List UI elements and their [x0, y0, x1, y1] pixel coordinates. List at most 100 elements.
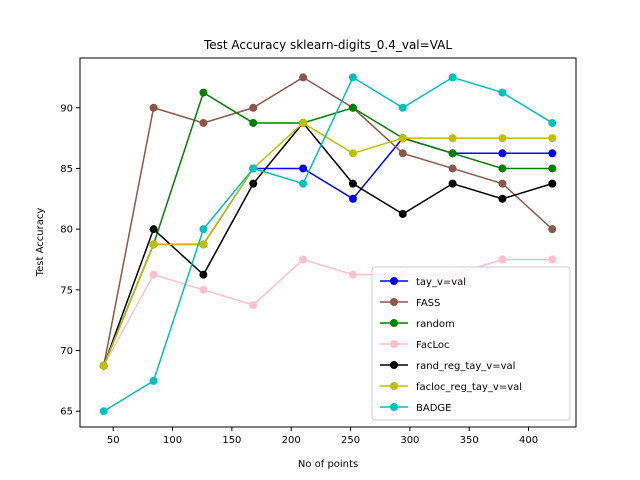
data-point — [548, 134, 557, 143]
data-point — [149, 270, 158, 279]
legend-swatch-marker — [390, 277, 398, 285]
legend-swatch-marker — [390, 361, 398, 369]
legend-swatch-marker — [390, 298, 398, 306]
legend-box — [371, 266, 571, 421]
series-line — [102, 76, 553, 366]
data-point — [348, 179, 357, 188]
data-point — [199, 118, 208, 127]
data-point — [348, 103, 357, 112]
series-line — [103, 122, 553, 366]
data-point — [398, 134, 407, 143]
data-point — [249, 301, 258, 310]
data-point — [149, 240, 158, 249]
legend-item: FacLoc — [380, 340, 449, 351]
y-axis-label: Test Accuracy — [35, 208, 46, 278]
legend-label: FASS — [416, 298, 440, 309]
data-point — [398, 103, 407, 112]
data-point — [498, 164, 507, 173]
legend: tay_v=val FASS random FacLoc rand_reg_tay_v=… — [371, 266, 571, 421]
data-point — [299, 73, 308, 82]
legend-swatch-marker — [390, 340, 398, 348]
series-line — [103, 91, 553, 366]
data-point — [448, 149, 457, 158]
y-tick-label: 75 — [60, 285, 73, 296]
data-point — [299, 164, 308, 173]
legend-label: BADGE — [416, 403, 451, 414]
y-tick-label: 80 — [60, 225, 73, 236]
data-point — [199, 240, 208, 249]
x-tick-label: 300 — [400, 435, 419, 446]
legend-label: tay_v=val — [416, 277, 466, 288]
legend-label: FacLoc — [416, 340, 449, 351]
plot-frame — [79, 57, 577, 428]
legend-item: tay_v=val — [380, 277, 466, 288]
x-tick-label: 350 — [460, 435, 479, 446]
data-point — [249, 179, 258, 188]
data-point — [498, 134, 507, 143]
x-tick-label: 250 — [341, 435, 360, 446]
data-point — [199, 88, 208, 97]
data-point — [398, 149, 407, 158]
data-point — [498, 179, 507, 188]
data-point — [348, 73, 357, 82]
legend-label: facloc_reg_tay_v=val — [416, 382, 522, 393]
data-point — [249, 118, 258, 127]
data-point — [548, 149, 557, 158]
series-facloc_reg_tay_v=val — [99, 118, 557, 370]
data-point — [548, 179, 557, 188]
data-point — [299, 255, 308, 264]
data-point — [299, 118, 308, 127]
data-point — [548, 164, 557, 173]
data-point — [149, 103, 158, 112]
data-point — [149, 225, 158, 234]
data-point — [548, 255, 557, 264]
data-point — [498, 255, 507, 264]
x-axis-label: No of points — [298, 459, 358, 470]
data-point — [199, 225, 208, 234]
y-tick-label: 65 — [60, 407, 73, 418]
data-point — [199, 270, 208, 279]
x-tick-label: 50 — [107, 435, 120, 446]
data-point — [348, 194, 357, 203]
x-tick-label: 200 — [282, 435, 301, 446]
data-point — [498, 194, 507, 203]
y-axis-ticks: 65 70 75 80 85 90 — [60, 103, 80, 418]
data-point — [348, 270, 357, 279]
legend-label: rand_reg_tay_v=val — [416, 361, 515, 372]
legend-item: FASS — [380, 298, 440, 309]
data-point — [199, 285, 208, 294]
y-tick-label: 85 — [60, 164, 73, 175]
x-axis-ticks: 50 100 150 200 250 300 350 400 — [107, 427, 538, 446]
data-point — [99, 361, 108, 370]
data-point — [398, 209, 407, 218]
data-point — [498, 88, 507, 97]
series-line — [103, 76, 553, 412]
data-point — [448, 134, 457, 143]
legend-item: random — [380, 319, 455, 330]
legend-swatch-marker — [390, 382, 398, 390]
x-tick-label: 100 — [163, 435, 182, 446]
data-point — [299, 179, 308, 188]
data-point — [548, 118, 557, 127]
data-point — [348, 149, 357, 158]
data-point — [249, 164, 258, 173]
legend-item: rand_reg_tay_v=val — [380, 361, 515, 372]
data-point — [448, 164, 457, 173]
series-line — [103, 121, 553, 366]
y-tick-label: 70 — [60, 346, 73, 357]
legend-swatch-marker — [390, 403, 398, 411]
x-tick-label: 150 — [222, 435, 241, 446]
data-point — [249, 103, 258, 112]
data-point — [448, 73, 457, 82]
plot-series — [99, 73, 557, 416]
data-point — [149, 376, 158, 385]
series-BADGE — [99, 73, 557, 416]
chart-title: Test Accuracy sklearn-digits_0.4_val=VAL — [203, 38, 452, 52]
y-tick-label: 90 — [60, 103, 73, 114]
legend-item: facloc_reg_tay_v=val — [380, 382, 522, 393]
data-point — [448, 179, 457, 188]
data-point — [548, 225, 557, 234]
data-point — [498, 149, 507, 158]
data-point — [99, 407, 108, 416]
